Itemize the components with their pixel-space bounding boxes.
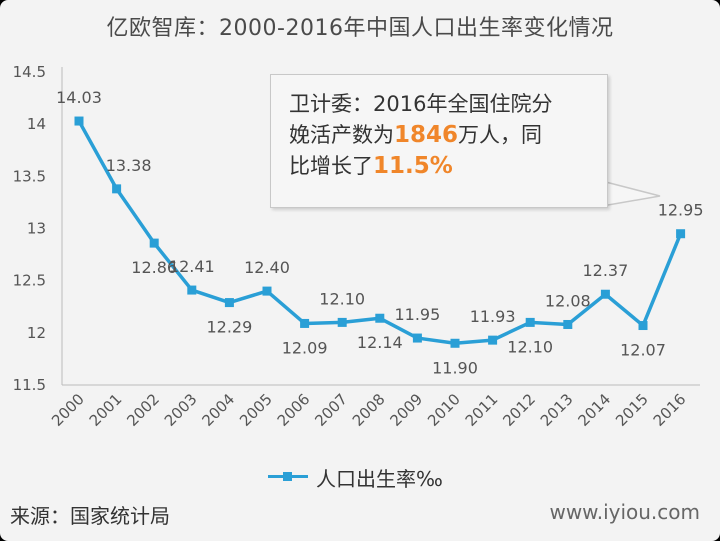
callout-pointer xyxy=(597,179,661,206)
x-tick-label: 2007 xyxy=(311,390,351,430)
data-point xyxy=(112,184,122,194)
data-label: 12.40 xyxy=(244,258,290,277)
data-label: 12.14 xyxy=(357,333,403,352)
x-tick-label: 2015 xyxy=(612,390,652,430)
y-tick-label: 14.5 xyxy=(13,63,46,81)
callout-line-1: 卫计委：2016年全国住院分 xyxy=(289,92,553,116)
x-tick-label: 2014 xyxy=(574,390,614,430)
data-point xyxy=(262,286,272,296)
legend-swatch xyxy=(268,472,308,482)
data-label: 12.37 xyxy=(582,261,628,280)
data-point xyxy=(450,338,460,348)
data-point xyxy=(149,238,159,248)
source-note: 来源：国家统计局 xyxy=(10,504,170,528)
data-label: 14.03 xyxy=(56,88,102,107)
chart-title: 亿欧智库：2000-2016年中国人口出生率变化情况 xyxy=(106,16,614,41)
x-tick-label: 2013 xyxy=(537,390,577,430)
data-point xyxy=(375,313,385,323)
watermark: www.iyiou.com xyxy=(549,500,700,524)
y-tick-label: 11.5 xyxy=(13,376,46,394)
x-tick-label: 2012 xyxy=(499,390,539,430)
y-tick-label: 12 xyxy=(27,324,46,342)
callout-line-2: 娩活产数为1846万人，同 xyxy=(289,120,607,151)
callout-box: 卫计委：2016年全国住院分 娩活产数为1846万人，同 比增长了11.5% xyxy=(270,74,608,208)
data-point xyxy=(412,333,422,343)
x-tick-label: 2009 xyxy=(386,390,426,430)
y-tick-label: 12.5 xyxy=(13,272,46,290)
callout-births-value: 1846 xyxy=(394,122,459,148)
data-label: 11.95 xyxy=(394,305,440,324)
x-tick-label: 2003 xyxy=(161,390,201,430)
data-point xyxy=(676,229,686,239)
data-point xyxy=(337,317,347,327)
legend-label: 人口出生率‰ xyxy=(316,466,443,491)
x-tick-label: 2004 xyxy=(198,390,238,430)
data-label: 11.93 xyxy=(470,307,516,326)
data-label: 12.10 xyxy=(507,337,553,356)
data-label: 13.38 xyxy=(106,156,152,175)
x-tick-label: 2016 xyxy=(650,390,690,430)
data-point xyxy=(488,335,498,345)
data-label: 12.09 xyxy=(282,338,328,357)
y-tick-label: 14 xyxy=(27,115,46,133)
callout-line-3-pre: 比增长了 xyxy=(289,154,373,178)
data-point xyxy=(187,285,197,295)
data-point xyxy=(300,318,310,328)
x-tick-label: 2010 xyxy=(424,390,464,430)
x-tick-label: 2008 xyxy=(349,390,389,430)
x-tick-label: 2000 xyxy=(48,390,88,430)
y-tick-label: 13 xyxy=(27,220,46,238)
chart-legend: 人口出生率‰ xyxy=(268,462,443,492)
data-point xyxy=(74,116,84,126)
data-label: 12.08 xyxy=(545,291,591,310)
callout-line-2-post: 万人，同 xyxy=(458,123,543,147)
x-tick-label: 2002 xyxy=(123,390,163,430)
data-label: 12.29 xyxy=(206,318,252,337)
data-point xyxy=(563,319,573,329)
data-label: 12.41 xyxy=(169,257,215,276)
x-tick-label: 2005 xyxy=(236,390,276,430)
data-label: 12.95 xyxy=(658,201,704,220)
callout-line-3: 比增长了11.5% xyxy=(289,151,607,182)
callout-growth-value: 11.5% xyxy=(373,153,453,179)
data-label: 11.90 xyxy=(432,358,478,377)
x-tick-label: 2011 xyxy=(462,390,502,430)
data-point xyxy=(600,289,610,299)
data-point xyxy=(638,321,648,331)
x-tick-label: 2006 xyxy=(274,390,314,430)
data-point xyxy=(224,298,234,308)
data-label: 12.10 xyxy=(319,289,365,308)
data-label: 12.86 xyxy=(131,258,177,277)
callout-line-2-pre: 娩活产数为 xyxy=(289,123,394,147)
data-point xyxy=(525,317,535,327)
x-tick-label: 2001 xyxy=(86,390,126,430)
y-tick-label: 13.5 xyxy=(13,167,46,185)
data-label: 12.07 xyxy=(620,341,666,360)
